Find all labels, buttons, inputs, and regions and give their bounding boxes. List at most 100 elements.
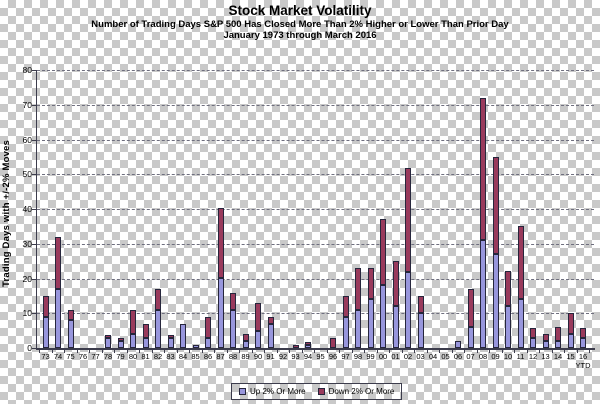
x-label-00: 00 — [378, 352, 388, 361]
x-tick-8 — [139, 350, 141, 353]
x-tick-11 — [176, 350, 178, 353]
x-tick-26 — [364, 350, 366, 353]
y-tick-label-0: 0 — [27, 343, 32, 353]
x-tick-6 — [114, 350, 116, 353]
x-tick-32 — [439, 350, 441, 353]
bar-down-08 — [480, 98, 486, 240]
x-tick-17 — [251, 350, 253, 353]
bar-up-08 — [480, 240, 486, 348]
bar-up-88 — [230, 310, 236, 348]
x-tick-19 — [276, 350, 278, 353]
bar-down-14 — [555, 327, 561, 341]
x-tick-31 — [426, 350, 428, 353]
bar-down-75 — [67, 310, 74, 320]
y-tick-label-40: 40 — [22, 204, 32, 214]
y-tick-30 — [32, 243, 36, 245]
x-tick-7 — [126, 350, 128, 353]
bar-up-14 — [555, 341, 561, 348]
x-label-09: 09 — [491, 352, 500, 361]
bar-up-75 — [67, 320, 74, 348]
x-label-01: 01 — [391, 352, 400, 361]
bar-up-06 — [455, 341, 461, 348]
x-label-96: 96 — [328, 352, 338, 361]
x-tick-2 — [64, 350, 66, 353]
x-tick-41 — [551, 350, 553, 353]
chart-subtitle: Number of Trading Days S&P 500 Has Close… — [91, 19, 509, 30]
bar-up-16 — [580, 338, 586, 348]
x-tick-38 — [514, 350, 516, 353]
x-tick-37 — [501, 350, 503, 353]
x-tick-28 — [389, 350, 391, 353]
x-label-98: 98 — [353, 352, 363, 361]
x-label-10: 10 — [503, 352, 513, 361]
legend: Up 2% Or More Down 2% Or More — [231, 383, 403, 400]
bar-down-86 — [205, 317, 211, 338]
bar-down-01 — [392, 261, 399, 306]
bar-down-12 — [530, 328, 536, 338]
bar-up-89 — [242, 341, 249, 348]
x-label-06: 06 — [453, 352, 463, 361]
bar-up-87 — [217, 278, 224, 348]
bar-down-15 — [567, 313, 574, 334]
x-tick-23 — [326, 350, 328, 353]
x-tick-44 — [589, 350, 591, 353]
x-label-90: 90 — [253, 352, 263, 361]
bar-up-11 — [517, 299, 524, 348]
x-label-94: 94 — [303, 352, 313, 361]
x-label-11: 11 — [516, 352, 525, 361]
gridline-20 — [37, 278, 594, 280]
bar-down-99 — [367, 268, 374, 299]
x-tick-34 — [464, 350, 466, 353]
x-label-15: 15 — [566, 352, 575, 361]
bar-up-84 — [180, 324, 186, 348]
x-label-92: 92 — [278, 352, 288, 361]
bar-down-87 — [217, 208, 224, 278]
bar-up-03 — [417, 313, 424, 348]
gridline-40 — [37, 209, 594, 210]
bar-down-94 — [305, 342, 311, 345]
bar-down-78 — [105, 335, 111, 338]
x-label-75: 75 — [66, 352, 75, 361]
bar-down-11 — [517, 226, 524, 299]
bar-up-15 — [567, 334, 574, 348]
legend-swatch-down-icon — [317, 388, 325, 395]
x-label-83: 83 — [166, 352, 175, 361]
x-label-74: 74 — [53, 352, 63, 361]
x-label-89: 89 — [241, 352, 250, 361]
x-tick-1 — [51, 350, 53, 353]
x-tick-12 — [189, 350, 191, 353]
legend-item-down: Down 2% Or More — [317, 387, 394, 396]
x-label-73: 73 — [41, 352, 50, 361]
x-label-97: 97 — [341, 352, 350, 361]
y-tick-label-30: 30 — [22, 238, 32, 249]
x-label-13: 13 — [541, 352, 550, 361]
x-tick-18 — [264, 350, 266, 353]
x-tick-36 — [489, 350, 491, 353]
gridline-10 — [37, 313, 594, 315]
x-tick-25 — [351, 350, 353, 353]
x-tick-39 — [526, 350, 528, 353]
legend-swatch-up-icon — [239, 388, 246, 395]
x-label-02: 02 — [403, 352, 413, 361]
legend-item-up: Up 2% Or More — [239, 387, 306, 396]
bar-up-90 — [255, 331, 261, 348]
x-tick-40 — [539, 350, 541, 353]
x-tick-13 — [201, 350, 203, 353]
x-label-14: 14 — [553, 352, 563, 361]
y-tick-label-50: 50 — [22, 169, 32, 180]
bar-down-91 — [267, 317, 274, 324]
chart-title: Stock Market Volatility — [228, 3, 372, 18]
bar-up-02 — [405, 272, 411, 348]
x-label-ytd-note: YTD — [575, 361, 591, 370]
x-label-86: 86 — [203, 352, 213, 361]
bar-down-88 — [230, 293, 236, 310]
bar-down-97 — [342, 296, 349, 317]
gridline-50 — [37, 174, 594, 176]
bar-down-07 — [467, 289, 474, 327]
x-label-87: 87 — [216, 352, 225, 361]
x-label-12: 12 — [528, 352, 538, 361]
bar-down-82 — [155, 289, 161, 310]
chart-period: January 1973 through March 2016 — [223, 30, 377, 41]
x-label-84: 84 — [178, 352, 188, 361]
